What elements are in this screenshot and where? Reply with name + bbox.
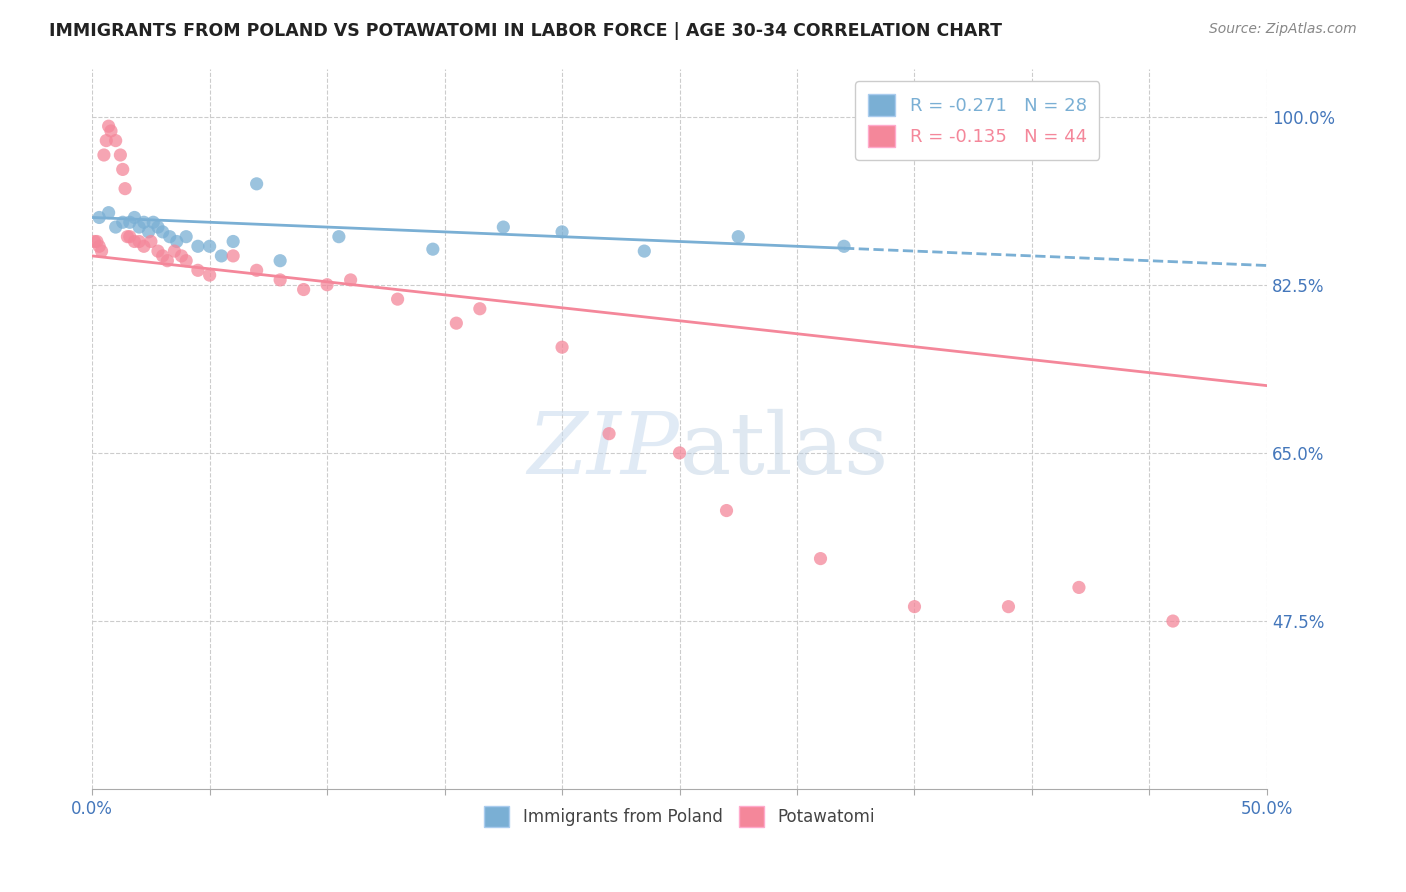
Point <box>997 599 1019 614</box>
Point <box>903 599 925 614</box>
Text: IMMIGRANTS FROM POLAND VS POTAWATOMI IN LABOR FORCE | AGE 30-34 CORRELATION CHAR: IMMIGRANTS FROM POLAND VS POTAWATOMI IN … <box>49 22 1002 40</box>
Point <box>104 134 127 148</box>
Point <box>209 249 232 263</box>
Point <box>163 244 186 258</box>
Point <box>128 220 150 235</box>
Point <box>422 242 444 256</box>
Point <box>118 229 141 244</box>
Point <box>146 220 169 235</box>
Point <box>166 235 188 249</box>
Point <box>339 273 361 287</box>
Point <box>316 277 339 292</box>
Point <box>132 215 155 229</box>
Point <box>222 249 245 263</box>
Point <box>187 239 209 253</box>
Point <box>96 134 118 148</box>
Point <box>598 426 620 441</box>
Text: Source: ZipAtlas.com: Source: ZipAtlas.com <box>1209 22 1357 37</box>
Point <box>111 215 134 229</box>
Point <box>97 205 120 219</box>
Point <box>716 503 738 517</box>
Point <box>110 148 132 162</box>
Point <box>551 340 574 354</box>
Point <box>93 148 115 162</box>
Point <box>124 211 146 225</box>
Point <box>633 244 655 258</box>
Point <box>156 253 179 268</box>
Point <box>83 235 105 249</box>
Point <box>114 181 136 195</box>
Point <box>222 235 245 249</box>
Point <box>246 263 269 277</box>
Point <box>174 229 197 244</box>
Point <box>198 268 221 282</box>
Point <box>89 239 111 253</box>
Point <box>328 229 350 244</box>
Legend: Immigrants from Poland, Potawatomi: Immigrants from Poland, Potawatomi <box>475 798 883 835</box>
Point <box>174 253 197 268</box>
Point <box>492 220 515 235</box>
Point <box>1067 581 1090 595</box>
Point <box>111 162 134 177</box>
Point <box>90 244 112 258</box>
Point <box>727 229 749 244</box>
Point <box>446 316 468 330</box>
Point <box>146 244 169 258</box>
Point <box>86 235 108 249</box>
Point <box>104 220 127 235</box>
Point <box>170 249 193 263</box>
Point <box>292 283 315 297</box>
Point <box>89 211 111 225</box>
Point <box>159 229 181 244</box>
Point <box>387 292 409 306</box>
Point <box>187 263 209 277</box>
Text: atlas: atlas <box>679 409 889 492</box>
Point <box>152 249 174 263</box>
Point <box>132 239 155 253</box>
Point <box>152 225 174 239</box>
Point <box>117 229 139 244</box>
Point <box>551 225 574 239</box>
Point <box>246 177 269 191</box>
Point <box>97 119 120 133</box>
Point <box>198 239 221 253</box>
Point <box>269 253 291 268</box>
Point <box>138 225 160 239</box>
Point <box>269 273 291 287</box>
Point <box>810 551 832 566</box>
Point <box>668 446 690 460</box>
Point <box>142 215 165 229</box>
Point <box>128 235 150 249</box>
Point <box>124 235 146 249</box>
Text: ZIP: ZIP <box>527 409 679 491</box>
Point <box>1161 614 1184 628</box>
Point <box>118 215 141 229</box>
Point <box>139 235 162 249</box>
Point <box>468 301 491 316</box>
Point <box>100 124 122 138</box>
Point <box>832 239 855 253</box>
